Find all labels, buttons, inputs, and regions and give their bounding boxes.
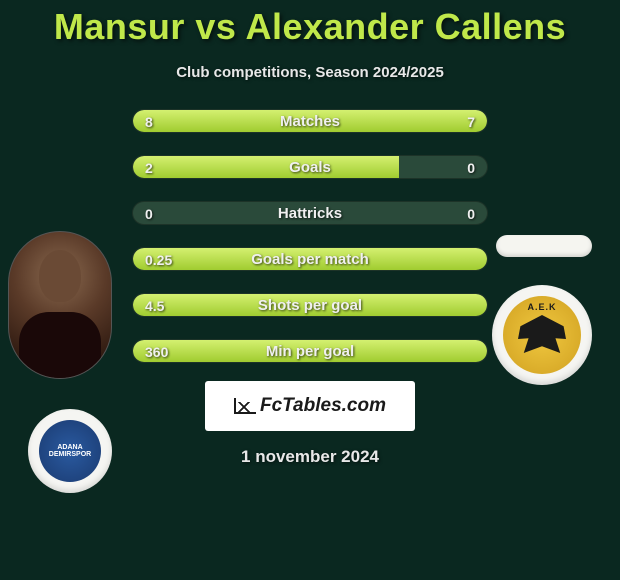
stats-bars: 8Matches72Goals00Hattricks00.25Goals per… — [132, 109, 488, 363]
avatar-body — [19, 312, 101, 378]
stat-label: Matches — [133, 110, 487, 133]
chart-icon — [234, 398, 256, 414]
comparison-content: ADANADEMIRSPOR Α.Ε.Κ 8Matches72Goals00Ha… — [0, 109, 620, 363]
adana-demirspor-badge: ADANADEMIRSPOR — [39, 420, 101, 482]
stat-label: Hattricks — [133, 202, 487, 225]
stat-row: 360Min per goal — [132, 339, 488, 363]
eagle-icon — [518, 315, 566, 355]
stat-row: 8Matches7 — [132, 109, 488, 133]
stat-row: 0.25Goals per match — [132, 247, 488, 271]
club-logo-left: ADANADEMIRSPOR — [28, 409, 112, 493]
stat-row: 4.5Shots per goal — [132, 293, 488, 317]
aek-text: Α.Ε.Κ — [527, 302, 556, 312]
avatar-head — [39, 250, 81, 302]
stat-value-right: 0 — [467, 202, 475, 225]
stat-label: Goals per match — [133, 248, 487, 271]
stat-row: 0Hattricks0 — [132, 201, 488, 225]
stat-value-right: 0 — [467, 156, 475, 179]
branding-text: FcTables.com — [260, 395, 386, 417]
club-logo-right: Α.Ε.Κ — [492, 285, 592, 385]
branding-badge: FcTables.com — [205, 381, 415, 431]
aek-badge: Α.Ε.Κ — [503, 296, 581, 374]
player-right-photo-placeholder — [496, 235, 592, 257]
subtitle: Club competitions, Season 2024/2025 — [0, 64, 620, 81]
stat-value-right: 7 — [467, 110, 475, 133]
page-title: Mansur vs Alexander Callens — [0, 0, 620, 48]
stat-label: Min per goal — [133, 340, 487, 363]
stat-label: Shots per goal — [133, 294, 487, 317]
player-left-photo — [8, 231, 112, 379]
stat-label: Goals — [133, 156, 487, 179]
stat-row: 2Goals0 — [132, 155, 488, 179]
